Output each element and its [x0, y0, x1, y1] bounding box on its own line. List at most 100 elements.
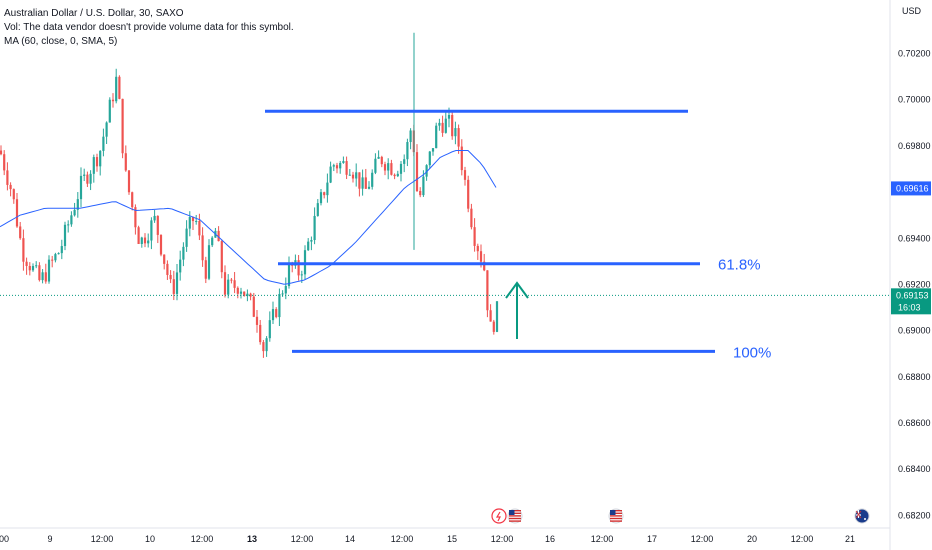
candle-body: [486, 270, 489, 311]
candle-body: [156, 215, 159, 235]
candle-body: [233, 280, 236, 288]
ma-price-badge: 0.69616: [891, 181, 931, 196]
candle-body: [25, 261, 28, 266]
y-tick-label: 0.68400: [898, 464, 931, 474]
candle-body: [438, 122, 441, 126]
x-tick-label: 12:00: [791, 534, 814, 544]
price-axis[interactable]: USD 0.702000.700000.698000.694000.692000…: [889, 0, 931, 550]
candle-body: [236, 287, 239, 294]
countdown-text: 16:03: [898, 302, 921, 312]
candle-body: [47, 259, 51, 282]
candle-body: [159, 234, 163, 255]
candle-body: [425, 165, 428, 177]
candle-body: [428, 151, 431, 166]
candle-body: [204, 260, 207, 279]
candle-body: [415, 152, 419, 192]
candle-body: [191, 217, 195, 222]
candle-body: [246, 293, 249, 297]
candle-body: [476, 245, 479, 252]
candle-body: [108, 99, 111, 123]
current-price-badge: 0.69153 16:03: [891, 288, 931, 315]
x-tick-label: 14: [345, 534, 355, 544]
candle-body: [441, 122, 444, 133]
candle-body: [9, 184, 12, 190]
candle-body: [265, 338, 268, 352]
candle-body: [431, 148, 435, 152]
time-axis[interactable]: 00 9 12:00 10 12:00 13 12:00 14 12:00 15 12:00 16 12…: [0, 527, 890, 544]
candle-body: [377, 156, 380, 159]
candle-body: [201, 235, 204, 261]
candle-body: [345, 161, 348, 175]
arrow-head: [505, 281, 529, 299]
candle-body: [409, 130, 412, 143]
candle-body: [127, 170, 131, 193]
candle-body: [387, 163, 390, 171]
candle-body: [483, 261, 486, 271]
candle-body: [0, 150, 3, 155]
candle-body: [12, 189, 15, 200]
us-flag-event-icon[interactable]: [507, 508, 523, 524]
candle-body: [230, 279, 233, 281]
candle-body: [467, 179, 470, 209]
candle-body: [444, 118, 447, 133]
candle-body: [454, 128, 457, 137]
candle-body: [326, 182, 329, 196]
candle-body: [422, 176, 425, 196]
candle-body: [329, 166, 332, 183]
candle-body: [278, 293, 281, 318]
candle-body: [364, 177, 367, 189]
candle-body: [316, 203, 319, 216]
candle-body: [163, 254, 166, 264]
candle-body: [185, 228, 188, 247]
candle-body: [121, 98, 124, 154]
x-tick-label: 17: [647, 534, 657, 544]
candle-body: [83, 174, 86, 176]
candle-body: [35, 265, 38, 267]
x-tick-label: 00: [0, 534, 9, 544]
candle-body: [198, 220, 201, 236]
candle-body: [166, 263, 169, 275]
level-lines: 61.8% 100%: [265, 109, 771, 361]
candle-body: [367, 186, 371, 189]
x-tick-label: 12:00: [591, 534, 614, 544]
candle-body: [137, 227, 140, 244]
symbol-title[interactable]: Australian Dollar / U.S. Dollar, 30, SAX…: [4, 8, 184, 19]
y-tick-label: 0.68200: [898, 510, 931, 520]
candle-body: [489, 310, 492, 322]
us-flag-event-icon-2[interactable]: [608, 508, 624, 524]
candle-body: [307, 241, 310, 251]
candle-body: [207, 245, 211, 279]
x-tick-label: 12:00: [91, 534, 114, 544]
event-markers[interactable]: [491, 508, 870, 524]
candle-body: [275, 309, 278, 318]
x-tick-label: 9: [47, 534, 52, 544]
au-flag-event-icon[interactable]: [854, 508, 870, 524]
candle-body: [63, 224, 67, 247]
y-tick-label: 0.70200: [898, 49, 931, 59]
x-tick-label: 15: [447, 534, 457, 544]
candle-body: [406, 142, 409, 160]
ma-indicator-label[interactable]: MA (60, close, 0, SMA, 5): [4, 36, 118, 47]
lightning-event-icon[interactable]: [491, 508, 507, 524]
candle-body: [41, 272, 44, 281]
candle-body: [403, 159, 406, 164]
candle-body: [332, 165, 335, 167]
candle-body: [150, 220, 153, 241]
candle-body: [447, 114, 451, 119]
candle-body: [310, 240, 313, 242]
candle-body: [479, 251, 483, 262]
candle-body: [140, 237, 143, 244]
candle-body: [195, 220, 198, 222]
candle-body: [111, 99, 115, 102]
candle-body: [492, 321, 495, 332]
x-tick-label: 10: [145, 534, 155, 544]
candle-body: [28, 265, 31, 271]
volume-note: Vol: The data vendor doesn't provide vol…: [4, 22, 294, 33]
y-tick-label: 0.69200: [898, 279, 931, 289]
candle-body: [76, 199, 79, 210]
candle-body: [31, 266, 35, 271]
x-tick-label: 20: [747, 534, 757, 544]
candle-body: [19, 226, 22, 239]
y-tick-label: 0.70000: [898, 95, 931, 105]
